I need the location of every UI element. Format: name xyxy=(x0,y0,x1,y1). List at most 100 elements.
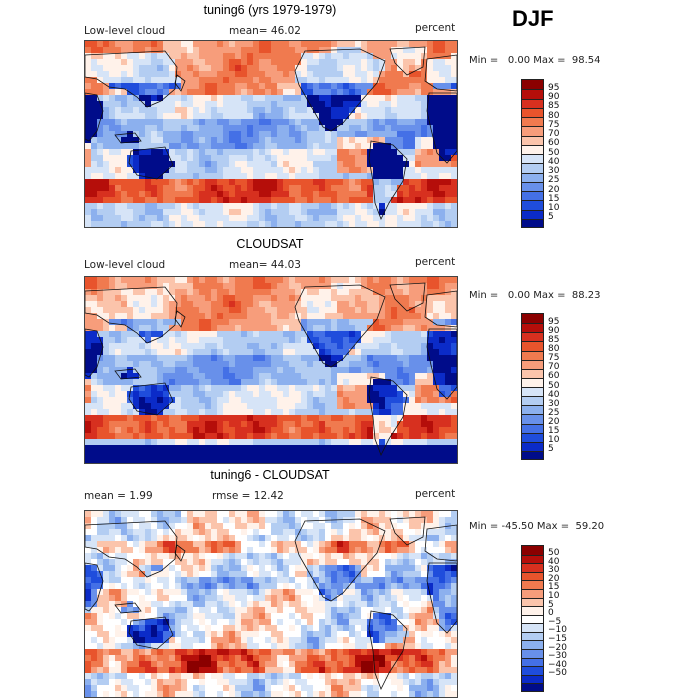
map-field-cell xyxy=(445,167,452,174)
map-field-cell xyxy=(85,113,92,120)
coastline xyxy=(294,284,386,368)
map-field-cell xyxy=(247,59,254,66)
map-field-cell xyxy=(295,313,302,320)
map-field-cell xyxy=(397,319,404,326)
map-field-cell xyxy=(301,149,308,156)
map-field-cell xyxy=(355,325,362,332)
map-field-cell xyxy=(217,221,224,227)
map-field-cell xyxy=(217,397,224,404)
map-field-cell xyxy=(265,415,272,422)
map-field-cell xyxy=(379,143,386,150)
map-field-cell xyxy=(157,589,164,596)
map-field-cell xyxy=(415,367,422,374)
map-field-cell xyxy=(343,523,350,530)
map-field-cell xyxy=(343,553,350,560)
map-field-cell xyxy=(187,373,194,380)
map-field-cell xyxy=(229,589,236,596)
map-field-cell xyxy=(151,511,158,518)
colorbar-strip xyxy=(521,313,544,460)
map-field-cell xyxy=(277,65,284,72)
map-field-cell xyxy=(145,583,152,590)
map-field-cell xyxy=(385,343,392,350)
map-field-cell xyxy=(361,173,368,180)
map-field-cell xyxy=(415,173,422,180)
map-field-cell xyxy=(139,185,146,192)
map-field-cell xyxy=(115,71,122,78)
map-field-cell xyxy=(403,415,410,422)
map-field-cell xyxy=(109,301,116,308)
map-field-cell xyxy=(283,559,290,566)
map-field-cell xyxy=(205,277,212,284)
map-field-cell xyxy=(175,95,182,102)
map-field-cell xyxy=(355,319,362,326)
map-field-cell xyxy=(367,131,374,138)
map-field-cell xyxy=(187,167,194,174)
map-field-cell xyxy=(349,77,356,84)
map-field-cell xyxy=(223,571,230,578)
map-field-cell xyxy=(451,595,457,602)
map-field-cell xyxy=(169,53,176,60)
map-field-cell xyxy=(421,415,428,422)
map-field-cell xyxy=(157,215,164,222)
map-field-cell xyxy=(241,421,248,428)
map-field-cell xyxy=(127,355,134,362)
map-field-cell xyxy=(253,559,260,566)
map-field-cell xyxy=(145,589,152,596)
map-field-cell xyxy=(133,343,140,350)
map-field-cell xyxy=(211,583,218,590)
map-field-cell xyxy=(85,451,92,458)
coastline xyxy=(114,132,142,144)
map-field-cell xyxy=(151,53,158,60)
map-field-cell xyxy=(97,155,104,162)
map-field-cell xyxy=(313,391,320,398)
map-field-cell xyxy=(403,511,410,518)
map-field-cell xyxy=(217,535,224,542)
map-field-cell xyxy=(133,125,140,132)
map-field-cell xyxy=(307,161,314,168)
map-field-cell xyxy=(175,349,182,356)
map-field-cell xyxy=(259,161,266,168)
map-field-cell xyxy=(223,529,230,536)
map-field-cell xyxy=(253,173,260,180)
map-field-cell xyxy=(217,319,224,326)
map-field-cell xyxy=(403,535,410,542)
map-field-cell xyxy=(385,119,392,126)
map-field-cell xyxy=(427,379,434,386)
map-field-cell xyxy=(157,391,164,398)
map-field-cell xyxy=(373,355,380,362)
map-field-cell xyxy=(235,577,242,584)
map-field-cell xyxy=(187,559,194,566)
map-field-cell xyxy=(205,221,212,227)
map-field-cell xyxy=(103,589,110,596)
map-field-cell xyxy=(433,343,440,350)
map-field-cell xyxy=(109,179,116,186)
map-field-cell xyxy=(277,385,284,392)
colorbar-segment xyxy=(522,314,543,324)
map-field-cell xyxy=(199,589,206,596)
map-field-cell xyxy=(439,89,446,96)
map-field-cell xyxy=(85,197,92,204)
map-field-cell xyxy=(397,355,404,362)
map-field-cell xyxy=(145,523,152,530)
map-field-cell xyxy=(85,107,92,114)
map-field-cell xyxy=(265,523,272,530)
map-field-cell xyxy=(187,571,194,578)
map-field-cell xyxy=(379,313,386,320)
map-field-cell xyxy=(367,173,374,180)
map-field-cell xyxy=(445,355,452,362)
map-field-cell xyxy=(103,77,110,84)
map-field-cell xyxy=(277,367,284,374)
map-field-cell xyxy=(163,523,170,530)
map-field-cell xyxy=(301,379,308,386)
map-field-cell xyxy=(217,379,224,386)
map-field-cell xyxy=(421,433,428,440)
map-field-cell xyxy=(193,95,200,102)
coastline xyxy=(128,382,174,416)
map-field-cell xyxy=(205,511,212,518)
map-field-cell xyxy=(181,107,188,114)
map-field-cell xyxy=(175,439,182,446)
map-field-cell xyxy=(349,385,356,392)
map-field-cell xyxy=(247,185,254,192)
map-field-cell xyxy=(349,161,356,168)
map-field-cell xyxy=(283,439,290,446)
